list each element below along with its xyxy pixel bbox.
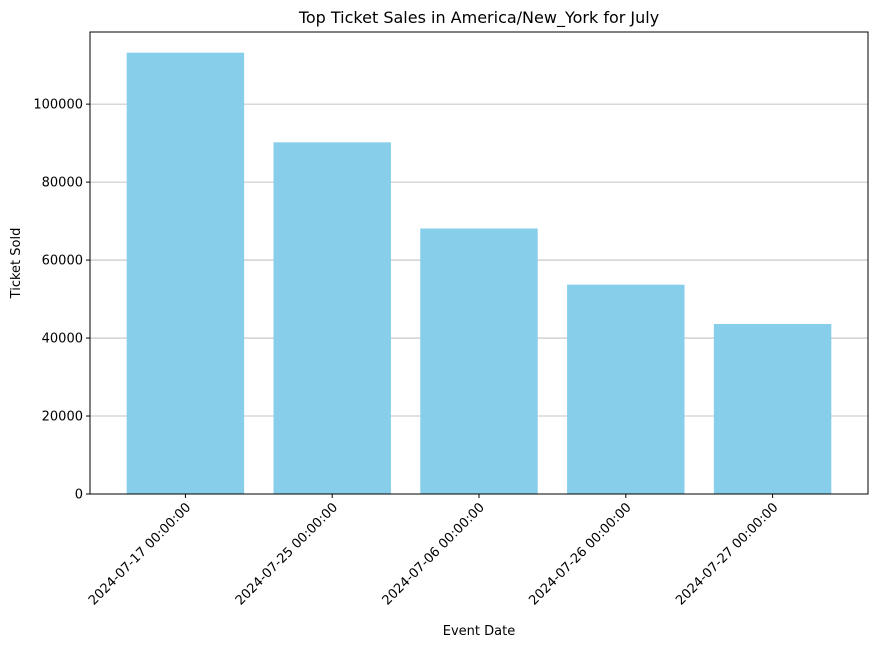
bar (420, 228, 538, 494)
bar (273, 142, 391, 495)
y-tick-label: 0 (75, 488, 83, 503)
y-tick-label: 60000 (42, 254, 83, 269)
x-axis-label: Event Date (443, 624, 515, 639)
bar (713, 324, 832, 494)
y-axis-ticks: 0 20000 40000 60000 80000 100000 (33, 98, 90, 503)
bar (126, 52, 245, 494)
y-tick-label: 100000 (33, 98, 83, 113)
bars (126, 52, 832, 495)
y-tick-label: 20000 (42, 410, 83, 425)
bar (567, 284, 685, 494)
y-tick-label: 80000 (42, 176, 83, 191)
y-tick-label: 40000 (42, 332, 83, 347)
chart-title: Top Ticket Sales in America/New_York for… (298, 8, 659, 28)
y-axis-label: Ticket Sold (9, 228, 24, 300)
